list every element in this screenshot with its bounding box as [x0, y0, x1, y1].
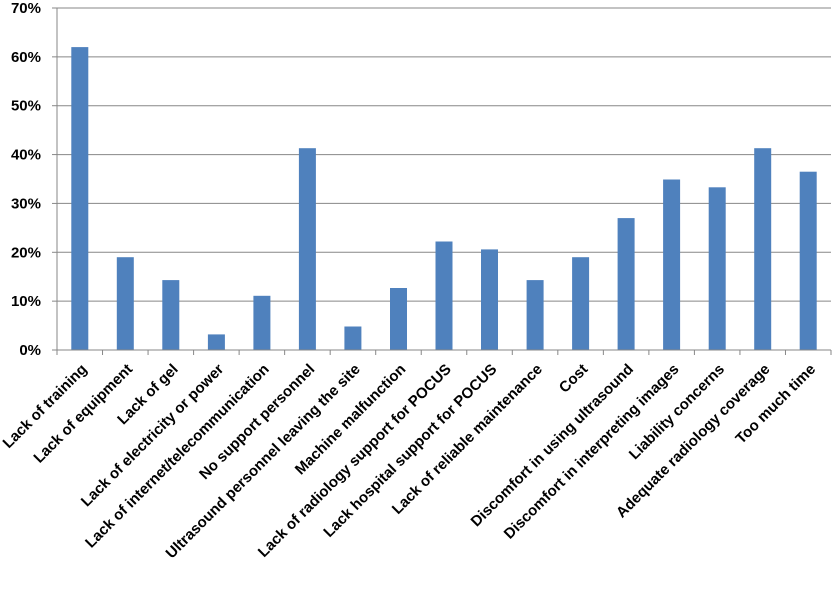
bar	[435, 241, 453, 350]
bar	[162, 280, 180, 350]
bar	[799, 171, 817, 350]
bar	[526, 280, 544, 350]
bar	[71, 47, 89, 350]
bar	[344, 326, 362, 350]
axes	[52, 7, 832, 355]
x-tick-label: Discomfort in using ultrasound	[468, 361, 637, 530]
y-tick-label: 20%	[11, 244, 41, 261]
y-tick-label: 70%	[11, 0, 41, 17]
gridlines	[57, 7, 831, 302]
bar	[116, 257, 134, 350]
bar	[572, 257, 590, 350]
bar	[298, 148, 316, 350]
bar	[663, 179, 681, 350]
bar	[617, 218, 635, 350]
x-tick-label: Too much time	[732, 361, 819, 448]
y-tick-label: 40%	[11, 147, 41, 164]
bar	[390, 288, 407, 350]
bar	[253, 295, 271, 350]
y-tick-label: 10%	[11, 293, 41, 310]
y-tick-label: 60%	[11, 49, 41, 66]
x-tick-label: Cost	[556, 361, 592, 397]
bar	[754, 148, 772, 350]
y-tick-label: 50%	[11, 98, 41, 115]
bars	[71, 47, 817, 350]
bar	[481, 249, 498, 350]
y-tick-label: 30%	[11, 195, 41, 212]
x-tick-label: Lack of training	[0, 361, 91, 452]
bar	[207, 334, 225, 350]
y-tick-label: 0%	[19, 342, 41, 359]
bar	[708, 187, 726, 350]
y-axis-tick-labels: 0% 10% 20% 30% 40% 50% 60% 70%	[11, 0, 41, 359]
